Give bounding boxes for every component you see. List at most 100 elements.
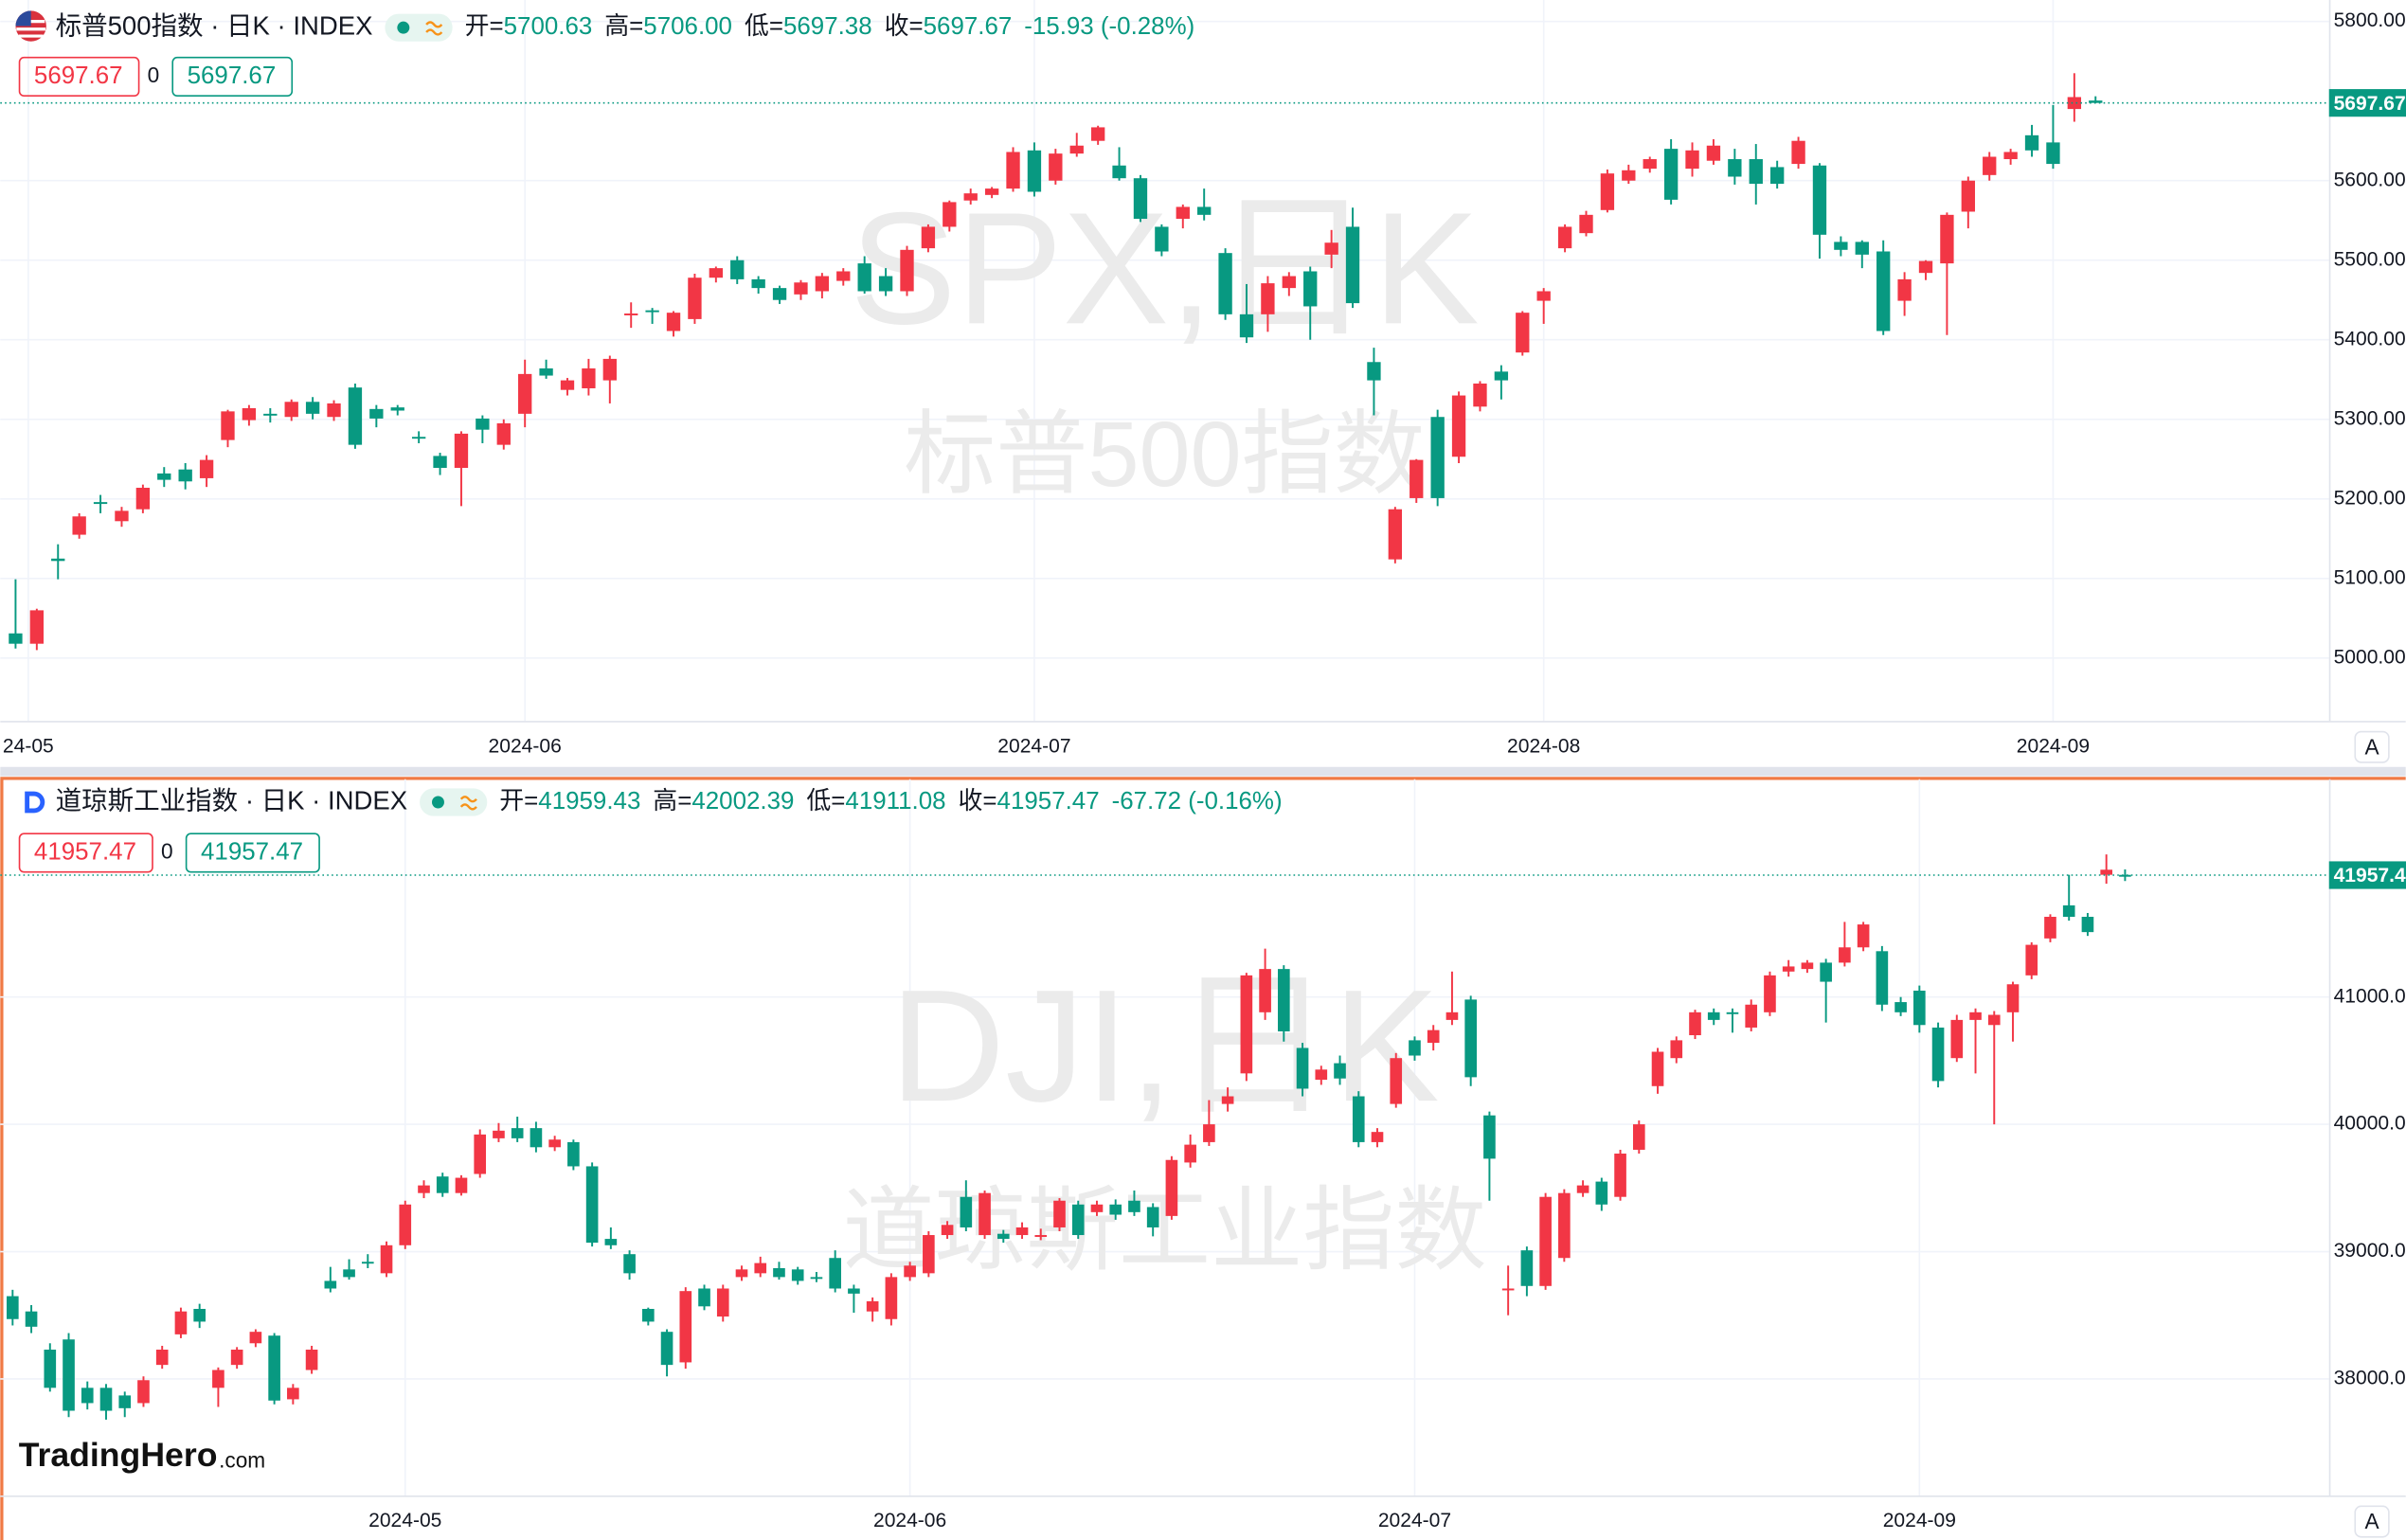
candle-body [2044, 917, 2056, 939]
candle-body [305, 1350, 318, 1370]
candle-body [418, 1185, 430, 1193]
candle-body [2089, 100, 2103, 103]
candle-body [960, 1196, 973, 1227]
y-tick-label: 5600.00 [2334, 169, 2406, 190]
candle-body [1221, 1096, 1234, 1104]
y-tick-label: 5400.00 [2334, 328, 2406, 349]
candle-body [348, 387, 363, 445]
candle-body [1409, 459, 1424, 498]
y-tick-label: 5300.00 [2334, 407, 2406, 429]
auto-scale-button[interactable] [2354, 730, 2390, 763]
candle-body [1894, 1002, 1907, 1012]
candle-body [1913, 990, 1926, 1026]
candle-body [496, 422, 511, 445]
candle-body [174, 1311, 188, 1334]
buy-box [171, 56, 294, 98]
candle-body [221, 411, 235, 440]
candle-body [904, 1265, 916, 1278]
candle-body [474, 1134, 487, 1174]
delay-icon [425, 21, 443, 36]
candle-body [9, 633, 23, 644]
auto-scale-label[interactable]: A [2365, 1509, 2380, 1533]
candle-body [1940, 214, 1954, 264]
candle-body [242, 407, 257, 421]
candle-body [1728, 159, 1742, 177]
candle-body [791, 1269, 804, 1281]
ohlc-label: 高= [604, 12, 643, 40]
candle-body [2003, 152, 2018, 160]
candle-body [25, 1311, 38, 1327]
status-badge [385, 13, 453, 42]
candle-body [794, 282, 808, 295]
ohlc-label: 高= [653, 787, 691, 815]
x-tick-label: 2024-05 [368, 1510, 441, 1531]
candle-body [1764, 975, 1776, 1012]
ohlc-value: 5700.63 [504, 13, 593, 40]
brand-name: TradingHero [19, 1436, 218, 1474]
candle-body [716, 1288, 729, 1317]
candle-body [476, 418, 490, 430]
candle-body [666, 313, 681, 331]
candle-body [1296, 1048, 1309, 1089]
ohlc-label: 收= [959, 787, 997, 815]
ohlc-value: 5697.38 [783, 13, 872, 40]
x-tick-label: 2024-09 [1883, 1510, 1956, 1531]
auto-scale-button[interactable] [2354, 1505, 2390, 1538]
candle-body [7, 1296, 19, 1319]
y-tick-label: 5000.00 [2334, 646, 2406, 668]
candle-body [1749, 159, 1763, 185]
last-price-label: 41957.47 [2334, 865, 2406, 886]
auto-scale-label[interactable]: A [2365, 734, 2380, 759]
candle-body [1801, 962, 1814, 970]
candle-body [1371, 1132, 1384, 1142]
candle-body [1239, 313, 1254, 338]
candle-body [885, 1277, 898, 1319]
candle-body [1579, 214, 1593, 234]
candle-body [1261, 283, 1275, 314]
candle-body [1324, 242, 1338, 255]
spread: 0 [148, 63, 160, 87]
candle-body [1520, 1250, 1534, 1286]
candle-body [1494, 371, 1509, 381]
candle-body [1388, 509, 1403, 560]
watermark-name: 道琼斯工业指数 [842, 1178, 1486, 1281]
sell-price: 41957.47 [34, 838, 136, 865]
candle-body [751, 278, 765, 289]
ohlc-value: 5706.00 [643, 13, 732, 40]
candle-body [698, 1288, 710, 1307]
candle-body [135, 488, 151, 510]
candle-body [1128, 1200, 1140, 1212]
candle-body [1706, 145, 1721, 161]
candle-body [1133, 178, 1148, 220]
candle-body [815, 276, 830, 292]
candle-body [1812, 165, 1827, 235]
candle-body [1689, 1012, 1701, 1036]
candle-body [1345, 226, 1360, 304]
candle-body [178, 469, 192, 482]
sell-box [18, 56, 140, 98]
candle-body [511, 1128, 524, 1138]
candle-body [268, 1335, 280, 1401]
ohlc-value: 41959.43 [538, 788, 640, 815]
candle-body [1685, 150, 1699, 170]
x-tick-label: 2024-08 [1507, 735, 1580, 757]
ohlc-value: 41911.08 [845, 788, 945, 815]
candle-body [1165, 1159, 1178, 1216]
ohlc-label: 低= [806, 787, 845, 815]
candle-body [1726, 1012, 1739, 1014]
chart-title: 道琼斯工业指数 · 日K · INDEX [56, 785, 407, 815]
ohlc-label: 低= [745, 12, 783, 40]
spread: 0 [161, 838, 173, 863]
candle-body [343, 1269, 355, 1278]
candle-body [1576, 1185, 1589, 1193]
y-tick-label: 5200.00 [2334, 487, 2406, 509]
candle-body [1430, 417, 1445, 498]
candle-body [836, 271, 851, 281]
candle-body [1961, 180, 1975, 212]
candle-body [1557, 226, 1572, 249]
candle-body [2025, 944, 2038, 976]
ohlc-value: 42002.39 [691, 788, 794, 815]
candle-body [1501, 1288, 1515, 1291]
market-status-dot [397, 21, 410, 34]
